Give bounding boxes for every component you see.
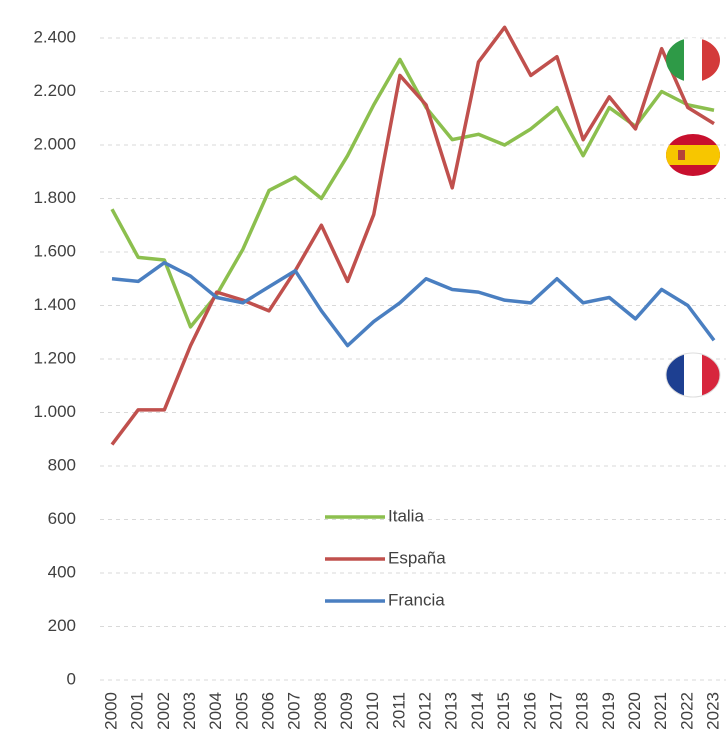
x-tick-label: 2020 — [625, 692, 644, 730]
x-tick-label: 2001 — [128, 692, 147, 730]
y-tick-label: 1.200 — [33, 348, 76, 367]
x-tick-label: 2022 — [677, 692, 696, 730]
y-tick-label: 200 — [48, 616, 76, 635]
flag-spain — [666, 134, 720, 176]
y-tick-label: 1.800 — [33, 188, 76, 207]
legend-label: Italia — [388, 506, 424, 525]
x-tick-label: 2015 — [494, 692, 513, 730]
flag-italy — [666, 38, 720, 82]
y-tick-label: 1.000 — [33, 402, 76, 421]
legend-label: Francia — [388, 590, 445, 609]
line-series — [111, 260, 716, 348]
x-tick-label: 2013 — [442, 692, 461, 730]
x-tick-label: 2018 — [573, 692, 592, 730]
line-series — [110, 25, 715, 446]
x-tick-label: 2012 — [416, 692, 435, 730]
x-tick-label: 2008 — [311, 692, 330, 730]
y-tick-label: 1.400 — [33, 295, 76, 314]
x-tick-label: 2014 — [468, 692, 487, 730]
legend-label: España — [388, 548, 446, 567]
x-tick-label: 2023 — [703, 692, 722, 730]
x-tick-label: 2004 — [206, 692, 225, 730]
x-tick-label: 2009 — [337, 692, 356, 730]
y-tick-label: 800 — [48, 455, 76, 474]
y-tick-label: 2.200 — [33, 81, 76, 100]
y-tick-label: 2.000 — [33, 134, 76, 153]
x-tick-label: 2011 — [389, 692, 408, 729]
x-tick-label: 2021 — [651, 692, 670, 730]
x-tick-label: 2002 — [154, 692, 173, 730]
x-tick-label: 2019 — [599, 692, 618, 730]
x-tick-label: 2005 — [232, 692, 251, 730]
x-tick-label: 2007 — [285, 692, 304, 730]
y-tick-label: 0 — [67, 669, 76, 688]
x-tick-label: 2000 — [101, 692, 120, 730]
x-tick-label: 2017 — [546, 692, 565, 730]
flag-france — [666, 353, 720, 397]
x-tick-label: 2016 — [520, 692, 539, 730]
y-tick-label: 1.600 — [33, 241, 76, 260]
x-tick-label: 2003 — [180, 692, 199, 730]
y-tick-label: 600 — [48, 509, 76, 528]
y-tick-label: 2.400 — [33, 27, 76, 46]
x-tick-label: 2006 — [259, 692, 278, 730]
y-tick-label: 400 — [48, 562, 76, 581]
x-tick-label: 2010 — [363, 692, 382, 730]
flag-border — [665, 352, 721, 398]
